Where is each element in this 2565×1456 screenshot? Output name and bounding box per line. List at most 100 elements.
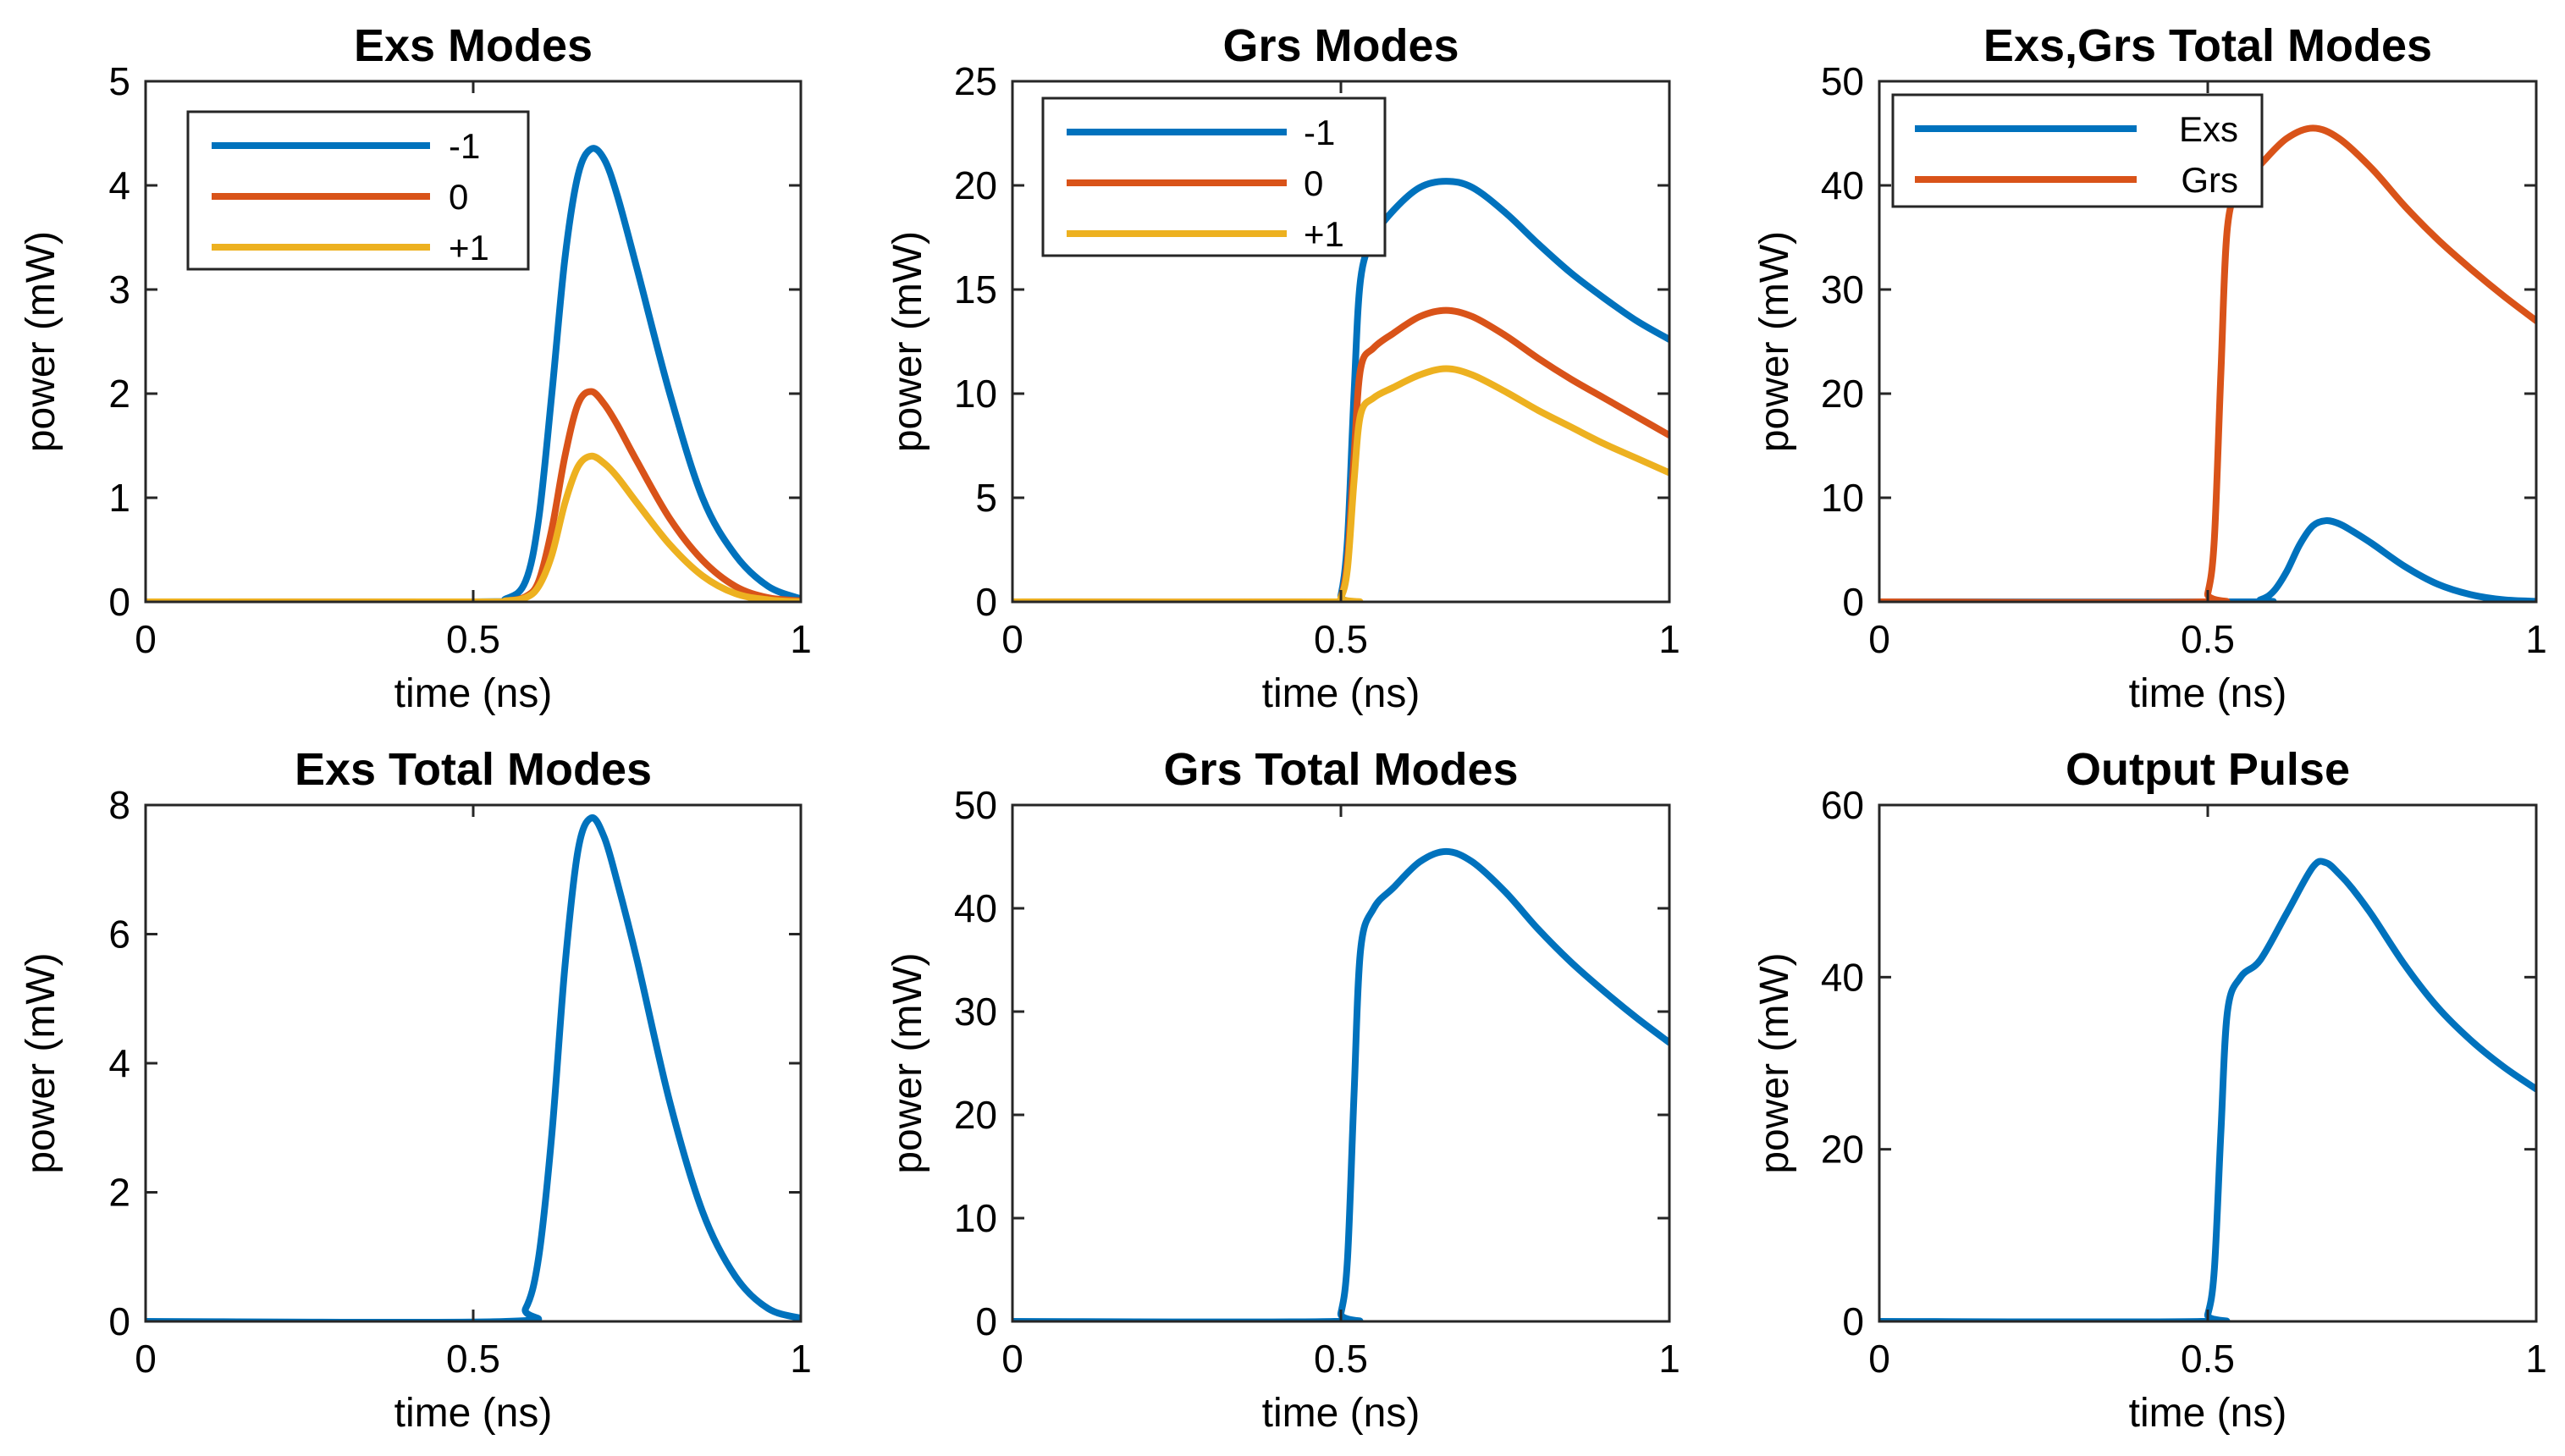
y-axis-label: power (mW) (1752, 231, 1797, 452)
y-tick-label: 20 (1821, 1128, 1864, 1172)
y-tick-label: 50 (954, 783, 997, 827)
y-tick-label: 10 (954, 1196, 997, 1240)
x-tick-label: 1 (790, 617, 812, 661)
y-tick-label: 5 (108, 59, 130, 103)
x-tick-label: 1 (2525, 1337, 2547, 1381)
x-tick-label: 0 (1001, 617, 1023, 661)
legend: Exs Grs (1891, 93, 2264, 208)
x-tick-label: 1 (2525, 617, 2547, 661)
legend-label: +1 (449, 228, 489, 267)
x-axis-label: time (ns) (1262, 671, 1420, 716)
x-tick-label: 0 (135, 1337, 157, 1381)
x-axis-label: time (ns) (2129, 671, 2287, 716)
legend-box (1041, 97, 1387, 257)
y-tick-label: 0 (1842, 1299, 1864, 1343)
legend-label: 0 (449, 177, 468, 217)
y-tick-label: 1 (108, 476, 130, 520)
y-axis-label: power (mW) (885, 231, 930, 452)
y-tick-label: 0 (108, 580, 130, 624)
y-tick-label: 0 (975, 580, 997, 624)
series-line-2 (1012, 306, 1669, 602)
y-tick-label: 2 (108, 372, 130, 416)
legend-label: -1 (1304, 113, 1335, 152)
x-tick-label: 0 (1001, 1337, 1023, 1381)
legend: -1 0 +1 (186, 110, 530, 271)
series-group (1012, 847, 1669, 1321)
y-tick-label: 10 (954, 372, 997, 416)
x-tick-label: 0.5 (446, 617, 500, 661)
y-tick-label: 3 (108, 267, 130, 312)
y-tick-label: 4 (108, 163, 130, 207)
y-tick-label: 30 (954, 990, 997, 1034)
y-axis-label: power (mW) (885, 952, 930, 1173)
y-tick-label: 30 (1821, 267, 1864, 312)
x-tick-label: 0 (1868, 1337, 1890, 1381)
x-axis-label: time (ns) (394, 1391, 553, 1436)
x-tick-label: 1 (1658, 1337, 1680, 1381)
y-tick-label: 40 (1821, 163, 1864, 207)
series-line-3 (1012, 365, 1669, 602)
y-tick-label: 40 (954, 886, 997, 930)
legend-label: Exs (2179, 109, 2238, 149)
y-tick-label: 10 (1821, 476, 1864, 520)
legend-box (186, 110, 530, 271)
series-line-1 (1879, 858, 2536, 1321)
x-axis-label: time (ns) (2129, 1391, 2287, 1436)
y-tick-label: 40 (1821, 955, 1864, 999)
y-tick-label: 15 (954, 267, 997, 312)
y-tick-label: 20 (1821, 372, 1864, 416)
legend-label: Grs (2181, 160, 2238, 200)
y-tick-label: 0 (975, 1299, 997, 1343)
series-line-1 (146, 814, 801, 1321)
legend-label: -1 (449, 126, 480, 166)
y-tick-label: 20 (954, 1093, 997, 1137)
y-tick-label: 0 (108, 1299, 130, 1343)
y-tick-label: 2 (108, 1171, 130, 1215)
chart-title: Output Pulse (2066, 744, 2350, 795)
legend-label: 0 (1304, 163, 1323, 203)
x-tick-label: 0 (135, 617, 157, 661)
y-axis-label: power (mW) (1752, 952, 1797, 1173)
legend-label: +1 (1304, 214, 1344, 254)
axes-box (144, 803, 803, 1323)
legend-box (1891, 93, 2264, 208)
y-tick-label: 20 (954, 163, 997, 207)
panel-4: 0 0.5 1 0 2 4 6 8 Exs Total Modes time (ns) power … (19, 744, 812, 1436)
series-line-1 (1012, 847, 1669, 1321)
series-group (1879, 858, 2536, 1321)
y-tick-label: 5 (975, 476, 997, 520)
chart-title: Grs Modes (1222, 20, 1459, 71)
x-tick-label: 1 (1658, 617, 1680, 661)
series-line-3 (146, 452, 801, 602)
y-tick-label: 25 (954, 59, 997, 103)
x-tick-label: 0.5 (1314, 1337, 1368, 1381)
x-tick-label: 0.5 (1314, 617, 1368, 661)
axes-box (1878, 803, 2538, 1323)
x-tick-label: 0.5 (2181, 617, 2235, 661)
panel-6: 0 0.5 1 0 20 40 60 Output Pulse time (ns) power (… (1752, 744, 2547, 1436)
x-tick-label: 0.5 (2181, 1337, 2235, 1381)
x-tick-label: 1 (790, 1337, 812, 1381)
panel-1: 0 0.5 1 0 1 2 3 4 5 Exs Modes time (ns) power (mW) -… (19, 20, 812, 716)
y-tick-label: 0 (1842, 580, 1864, 624)
y-axis-label: power (mW) (19, 231, 63, 452)
chart-title: Exs,Grs Total Modes (1983, 20, 2432, 71)
x-tick-label: 0.5 (446, 1337, 500, 1381)
chart-title: Grs Total Modes (1163, 744, 1518, 795)
axes-box (1011, 803, 1671, 1323)
y-tick-label: 6 (108, 913, 130, 957)
y-tick-label: 8 (108, 783, 130, 827)
y-tick-label: 60 (1821, 783, 1864, 827)
y-tick-label: 4 (108, 1041, 130, 1085)
chart-title: Exs Modes (354, 20, 593, 71)
x-tick-label: 0 (1868, 617, 1890, 661)
legend: -1 0 +1 (1041, 97, 1387, 257)
series-group (146, 814, 801, 1321)
y-tick-label: 50 (1821, 59, 1864, 103)
chart-title: Exs Total Modes (295, 744, 652, 795)
x-axis-label: time (ns) (1262, 1391, 1420, 1436)
